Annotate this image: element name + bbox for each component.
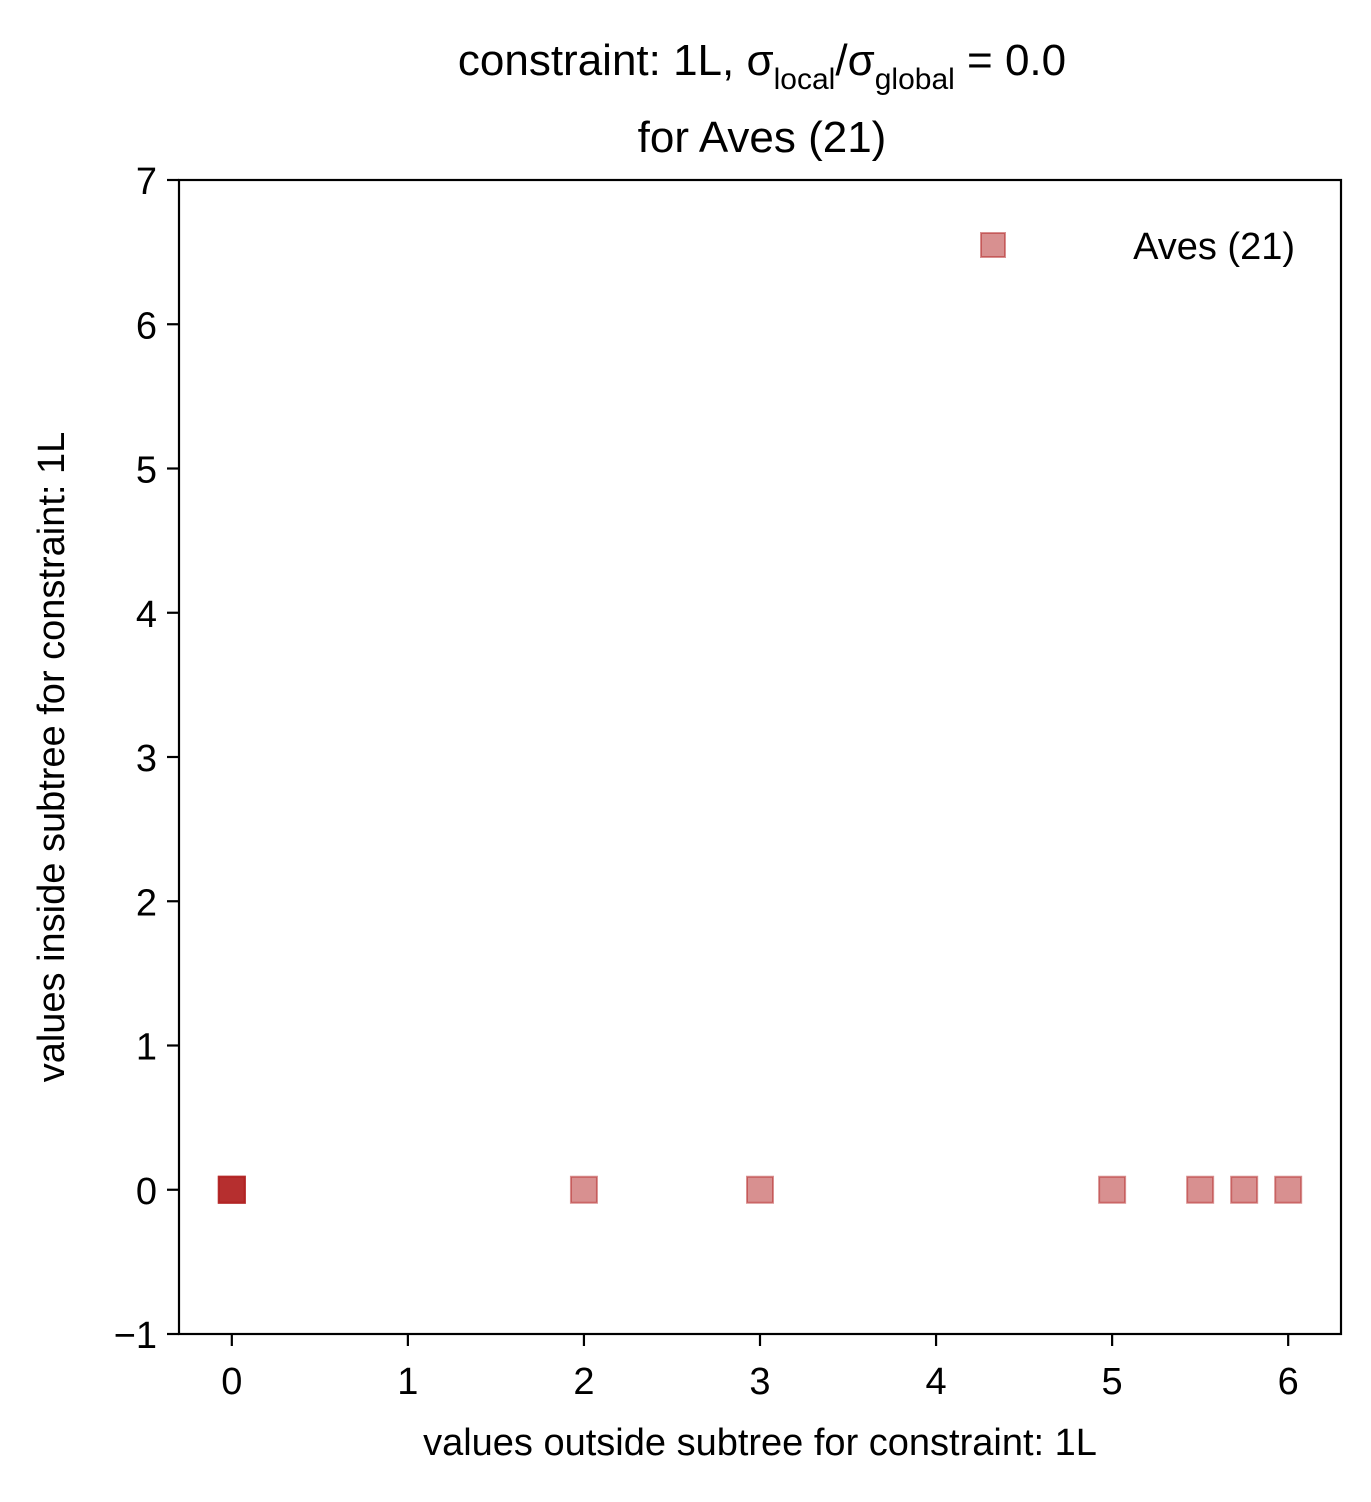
title-suffix: = 0.0 [955,36,1066,85]
legend-marker-aves [980,232,1006,258]
y-axis-label: values inside subtree for constraint: 1L [31,432,73,1083]
x-tick-label: 1 [397,1361,418,1403]
data-point [1098,1175,1127,1204]
y-tick-label: 0 [136,1171,157,1213]
data-point [569,1175,598,1204]
title-subscript-local: local [774,63,836,96]
x-tick-label: 0 [221,1361,242,1403]
x-tick-label: 6 [1278,1361,1299,1403]
y-tick-label: 5 [136,450,157,492]
x-axis-label: values outside subtree for constraint: 1… [423,1422,1097,1464]
x-tick-label: 2 [573,1361,594,1403]
y-axis-ticks: −1 0 1 2 3 4 5 6 7 [114,161,179,1357]
chart-title-line1: constraint: 1L, σlocal/σglobal = 0.0 [458,36,1066,96]
legend: Aves (21) [980,226,1295,268]
data-point [1230,1175,1259,1204]
title-subscript-global: global [875,63,955,96]
title-prefix: constraint: 1L, σ [458,36,774,85]
title-mid: /σ [835,36,874,85]
y-tick-label: 6 [136,305,157,347]
chart-title-line2: for Aves (21) [638,113,887,162]
y-tick-label: 2 [136,882,157,924]
data-point [1274,1175,1303,1204]
chart-title: constraint: 1L, σlocal/σglobal = 0.0 for… [458,36,1066,162]
legend-label-aves: Aves (21) [1133,226,1295,268]
x-tick-label: 4 [925,1361,946,1403]
y-tick-label: 3 [136,738,157,780]
y-tick-label: 4 [136,594,157,636]
data-points [217,1175,1303,1204]
y-tick-label: 7 [136,161,157,203]
data-point [746,1175,774,1204]
x-tick-label: 3 [749,1361,770,1403]
plot-frame [177,178,1343,1336]
x-tick-label: 5 [1102,1361,1123,1403]
y-tick-label: 1 [136,1027,157,1069]
y-tick-label: −1 [114,1315,157,1357]
x-axis-ticks: 0 1 2 3 4 5 6 [221,1334,1299,1403]
data-point [217,1175,246,1204]
data-point [1186,1175,1215,1204]
